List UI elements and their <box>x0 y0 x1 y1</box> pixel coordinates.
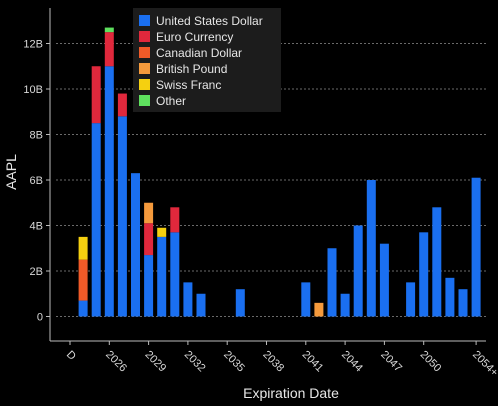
y-tick-label: 12B <box>23 39 43 51</box>
legend-label: Other <box>156 94 186 108</box>
legend-swatch <box>139 15 150 26</box>
y-tick-label: 4B <box>30 221 43 233</box>
bar-segment <box>117 116 127 317</box>
legend-label: Swiss Franc <box>156 78 221 92</box>
legend-swatch <box>139 47 150 58</box>
legend-box <box>133 8 281 112</box>
bar-segment <box>419 232 429 317</box>
bar-segment <box>327 248 337 317</box>
bar-segment <box>445 277 455 317</box>
bar-segment <box>301 282 311 317</box>
bar-segment <box>91 123 101 317</box>
y-axis-title: AAPL <box>3 154 19 190</box>
bar-segment <box>78 236 88 260</box>
legend-label: British Pound <box>156 62 227 76</box>
bar-segment <box>104 66 114 317</box>
bar-segment <box>366 180 376 317</box>
bar-segment <box>379 243 389 317</box>
legend-label: Euro Currency <box>156 30 233 44</box>
bar-segment <box>196 293 206 317</box>
bar-segment <box>157 227 167 237</box>
bar-segment <box>432 207 442 317</box>
y-tick-label: 2B <box>30 266 43 278</box>
legend: United States Dollar Euro Currency Canadia… <box>133 8 281 112</box>
bar-segment <box>314 302 324 317</box>
legend-label: United States Dollar <box>156 14 263 28</box>
bar-segment <box>78 259 88 301</box>
bar-segment <box>170 207 180 233</box>
legend-label: Canadian Dollar <box>156 46 242 60</box>
bar-segment <box>353 225 363 317</box>
bar-segment <box>340 293 350 317</box>
bar-segment <box>183 282 193 317</box>
bar-segment <box>104 32 114 67</box>
bar-segment <box>144 202 154 224</box>
bar-segment <box>157 236 167 317</box>
legend-swatch <box>139 95 150 106</box>
bar-segment <box>144 223 154 256</box>
legend-swatch <box>139 79 150 90</box>
y-tick-label: 8B <box>30 130 43 142</box>
bar-segment <box>406 282 416 317</box>
bar-segment <box>91 66 101 124</box>
bar-segment <box>131 173 140 317</box>
bar-segment <box>471 177 481 317</box>
bar-segment <box>144 255 154 317</box>
bar-segment <box>235 289 245 317</box>
y-tick-label: 0 <box>37 312 43 324</box>
legend-swatch <box>139 31 150 42</box>
x-axis-title: Expiration Date <box>243 385 339 401</box>
bar-segment <box>78 300 88 317</box>
bar-segment <box>170 232 180 317</box>
bar-segment <box>117 93 127 117</box>
y-tick-label: 10B <box>23 84 43 96</box>
y-tick-label: 6B <box>30 175 43 187</box>
legend-swatch <box>139 63 150 74</box>
bar-segment <box>458 289 468 317</box>
bar-segment <box>104 27 114 33</box>
bars <box>78 27 481 317</box>
